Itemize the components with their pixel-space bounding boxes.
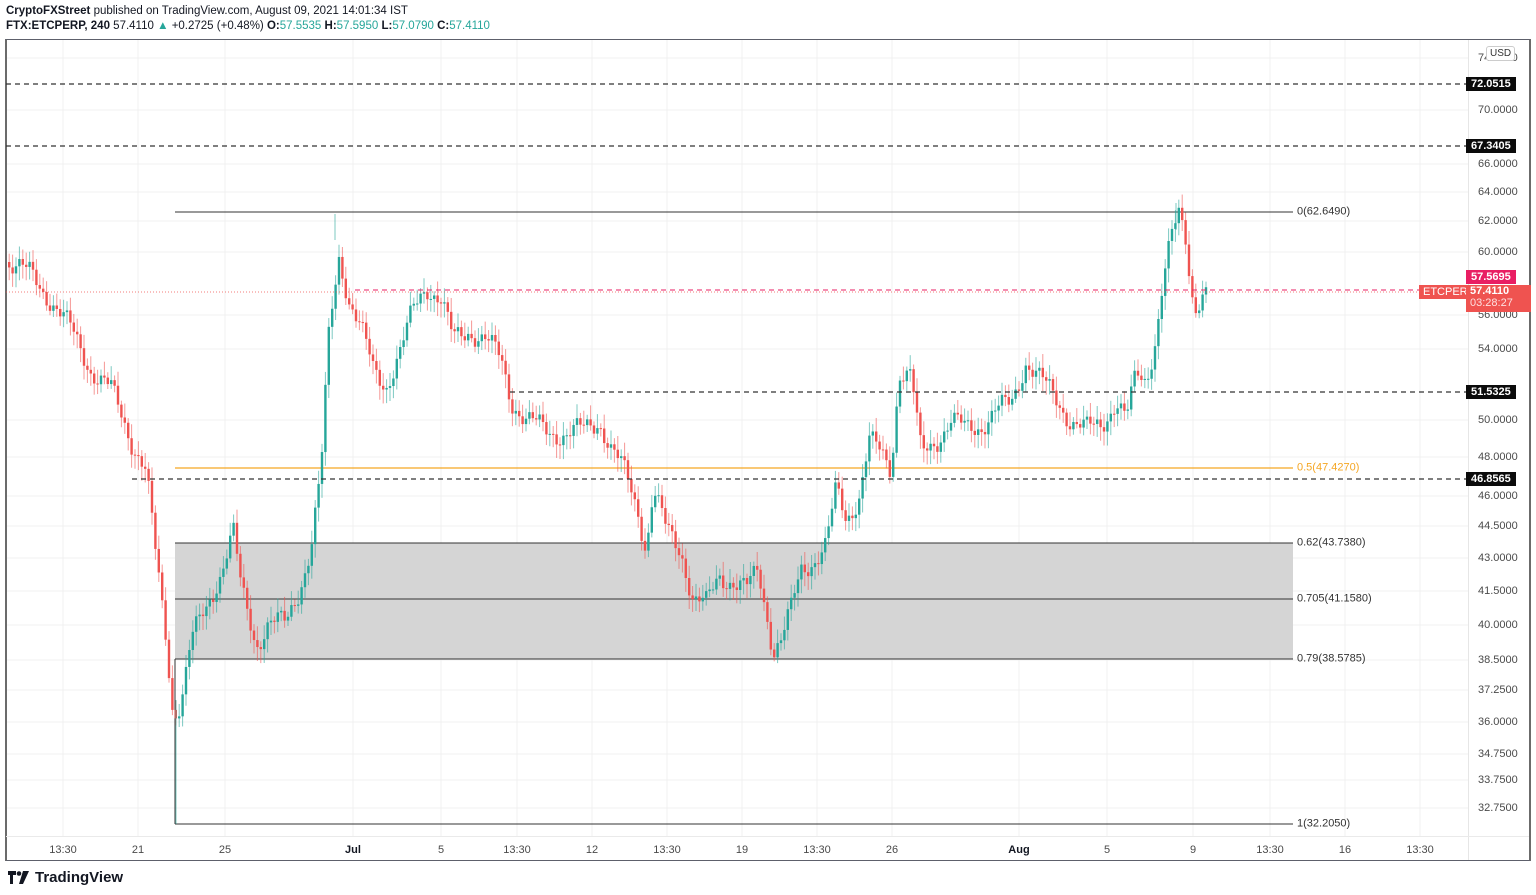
time-tick: 9 xyxy=(1189,844,1197,856)
open-value: 57.5535 xyxy=(279,20,322,32)
price-tick: 70.0000 xyxy=(1478,104,1518,116)
time-tick: 5 xyxy=(437,844,445,856)
price-tick: 64.0000 xyxy=(1478,186,1518,198)
level-price-tag: 67.3405 xyxy=(1466,139,1516,153)
price-tick: 43.0000 xyxy=(1478,552,1518,564)
time-tick: 5 xyxy=(1103,844,1111,856)
time-tick: 21 xyxy=(131,844,145,856)
low-label: L: xyxy=(381,20,393,32)
time-tick: 13:30 xyxy=(1406,844,1434,856)
last-price: 57.4110 xyxy=(113,20,154,32)
price-tick: 41.5000 xyxy=(1478,585,1518,597)
time-tick: 13:30 xyxy=(803,844,831,856)
time-tick: 25 xyxy=(218,844,232,856)
level-price-tag: 46.8565 xyxy=(1466,472,1516,486)
fib-level-label: 0(62.6490) xyxy=(1297,205,1351,218)
symbol-info: FTX:ETCPERP, 240 57.4110 ▲ +0.2725 (+0.4… xyxy=(6,20,490,32)
price-tick: 44.5000 xyxy=(1478,520,1518,532)
price-tick: 60.0000 xyxy=(1478,246,1518,258)
currency-badge[interactable]: USD xyxy=(1486,46,1516,61)
published-text: published on TradingView.com, August 09,… xyxy=(93,5,408,17)
high-price-tag: 57.5695 xyxy=(1466,270,1516,284)
publish-info: CryptoFXStreet published on TradingView.… xyxy=(6,5,408,17)
current-price: 57.4110 xyxy=(1470,285,1510,297)
price-tick: 48.0000 xyxy=(1478,451,1518,463)
tradingview-logo-icon xyxy=(8,870,29,884)
candlesticks xyxy=(8,194,1208,824)
price-tick: 38.5000 xyxy=(1478,654,1518,666)
up-arrow-icon: ▲ xyxy=(157,20,169,32)
fib-zone xyxy=(174,211,1293,825)
price-tick: 62.0000 xyxy=(1478,215,1518,227)
close-label: C: xyxy=(437,20,450,32)
time-tick: 26 xyxy=(885,844,899,856)
price-axis-divider xyxy=(1468,40,1469,860)
price-tick: 66.0000 xyxy=(1478,158,1518,170)
horizontal-levels xyxy=(6,83,1468,480)
level-price-tag: 51.5325 xyxy=(1466,385,1516,399)
price-tick: 54.0000 xyxy=(1478,343,1518,355)
current-price-tag: 57.4110 03:28:27 xyxy=(1466,285,1531,312)
time-tick: Jul xyxy=(345,844,361,856)
price-tick: 36.0000 xyxy=(1478,716,1518,728)
price-tick: 56.0000 xyxy=(1478,309,1518,321)
price-tick: 32.7500 xyxy=(1478,802,1518,814)
brand-name: TradingView xyxy=(35,869,124,886)
price-tick: 50.0000 xyxy=(1478,414,1518,426)
price-tick: 40.0000 xyxy=(1478,619,1518,631)
author-name: CryptoFXStreet xyxy=(6,5,91,17)
time-tick: 13:30 xyxy=(503,844,531,856)
time-tick: 16 xyxy=(1338,844,1352,856)
price-tick: 33.7500 xyxy=(1478,774,1518,786)
tradingview-logo[interactable]: TradingView xyxy=(8,869,123,886)
fib-level-label: 1(32.2050) xyxy=(1297,817,1351,830)
change-value: +0.2725 (+0.48%) xyxy=(171,20,264,32)
price-tick: 46.0000 xyxy=(1478,490,1518,502)
high-label: H: xyxy=(324,20,337,32)
time-tick: Aug xyxy=(1008,844,1030,856)
open-label: O: xyxy=(266,20,280,32)
time-tick: 12 xyxy=(585,844,599,856)
time-tick: 13:30 xyxy=(653,844,681,856)
time-tick: 13:30 xyxy=(1256,844,1284,856)
chart-frame[interactable] xyxy=(5,39,1531,861)
time-axis-divider xyxy=(6,836,1529,837)
time-tick: 13:30 xyxy=(49,844,77,856)
fib-level-label: 0.5(47.4270) xyxy=(1297,461,1360,474)
low-value: 57.0790 xyxy=(392,20,434,32)
fib-level-label: 0.62(43.7380) xyxy=(1297,536,1366,549)
symbol-label: FTX:ETCPERP, 240 xyxy=(6,20,110,32)
countdown: 03:28:27 xyxy=(1470,297,1513,309)
fib-level-label: 0.705(41.1580) xyxy=(1297,592,1372,605)
symbol-tag: ETCPERP xyxy=(1419,285,1479,299)
close-value: 57.4110 xyxy=(449,20,490,32)
time-tick: 19 xyxy=(735,844,749,856)
fib-level-label: 0.79(38.5785) xyxy=(1297,652,1366,665)
price-tick: 37.2500 xyxy=(1478,684,1518,696)
high-value: 57.5950 xyxy=(336,20,379,32)
price-tick: 34.7500 xyxy=(1478,748,1518,760)
grid-lines xyxy=(7,40,1468,836)
level-price-tag: 72.0515 xyxy=(1466,77,1516,91)
